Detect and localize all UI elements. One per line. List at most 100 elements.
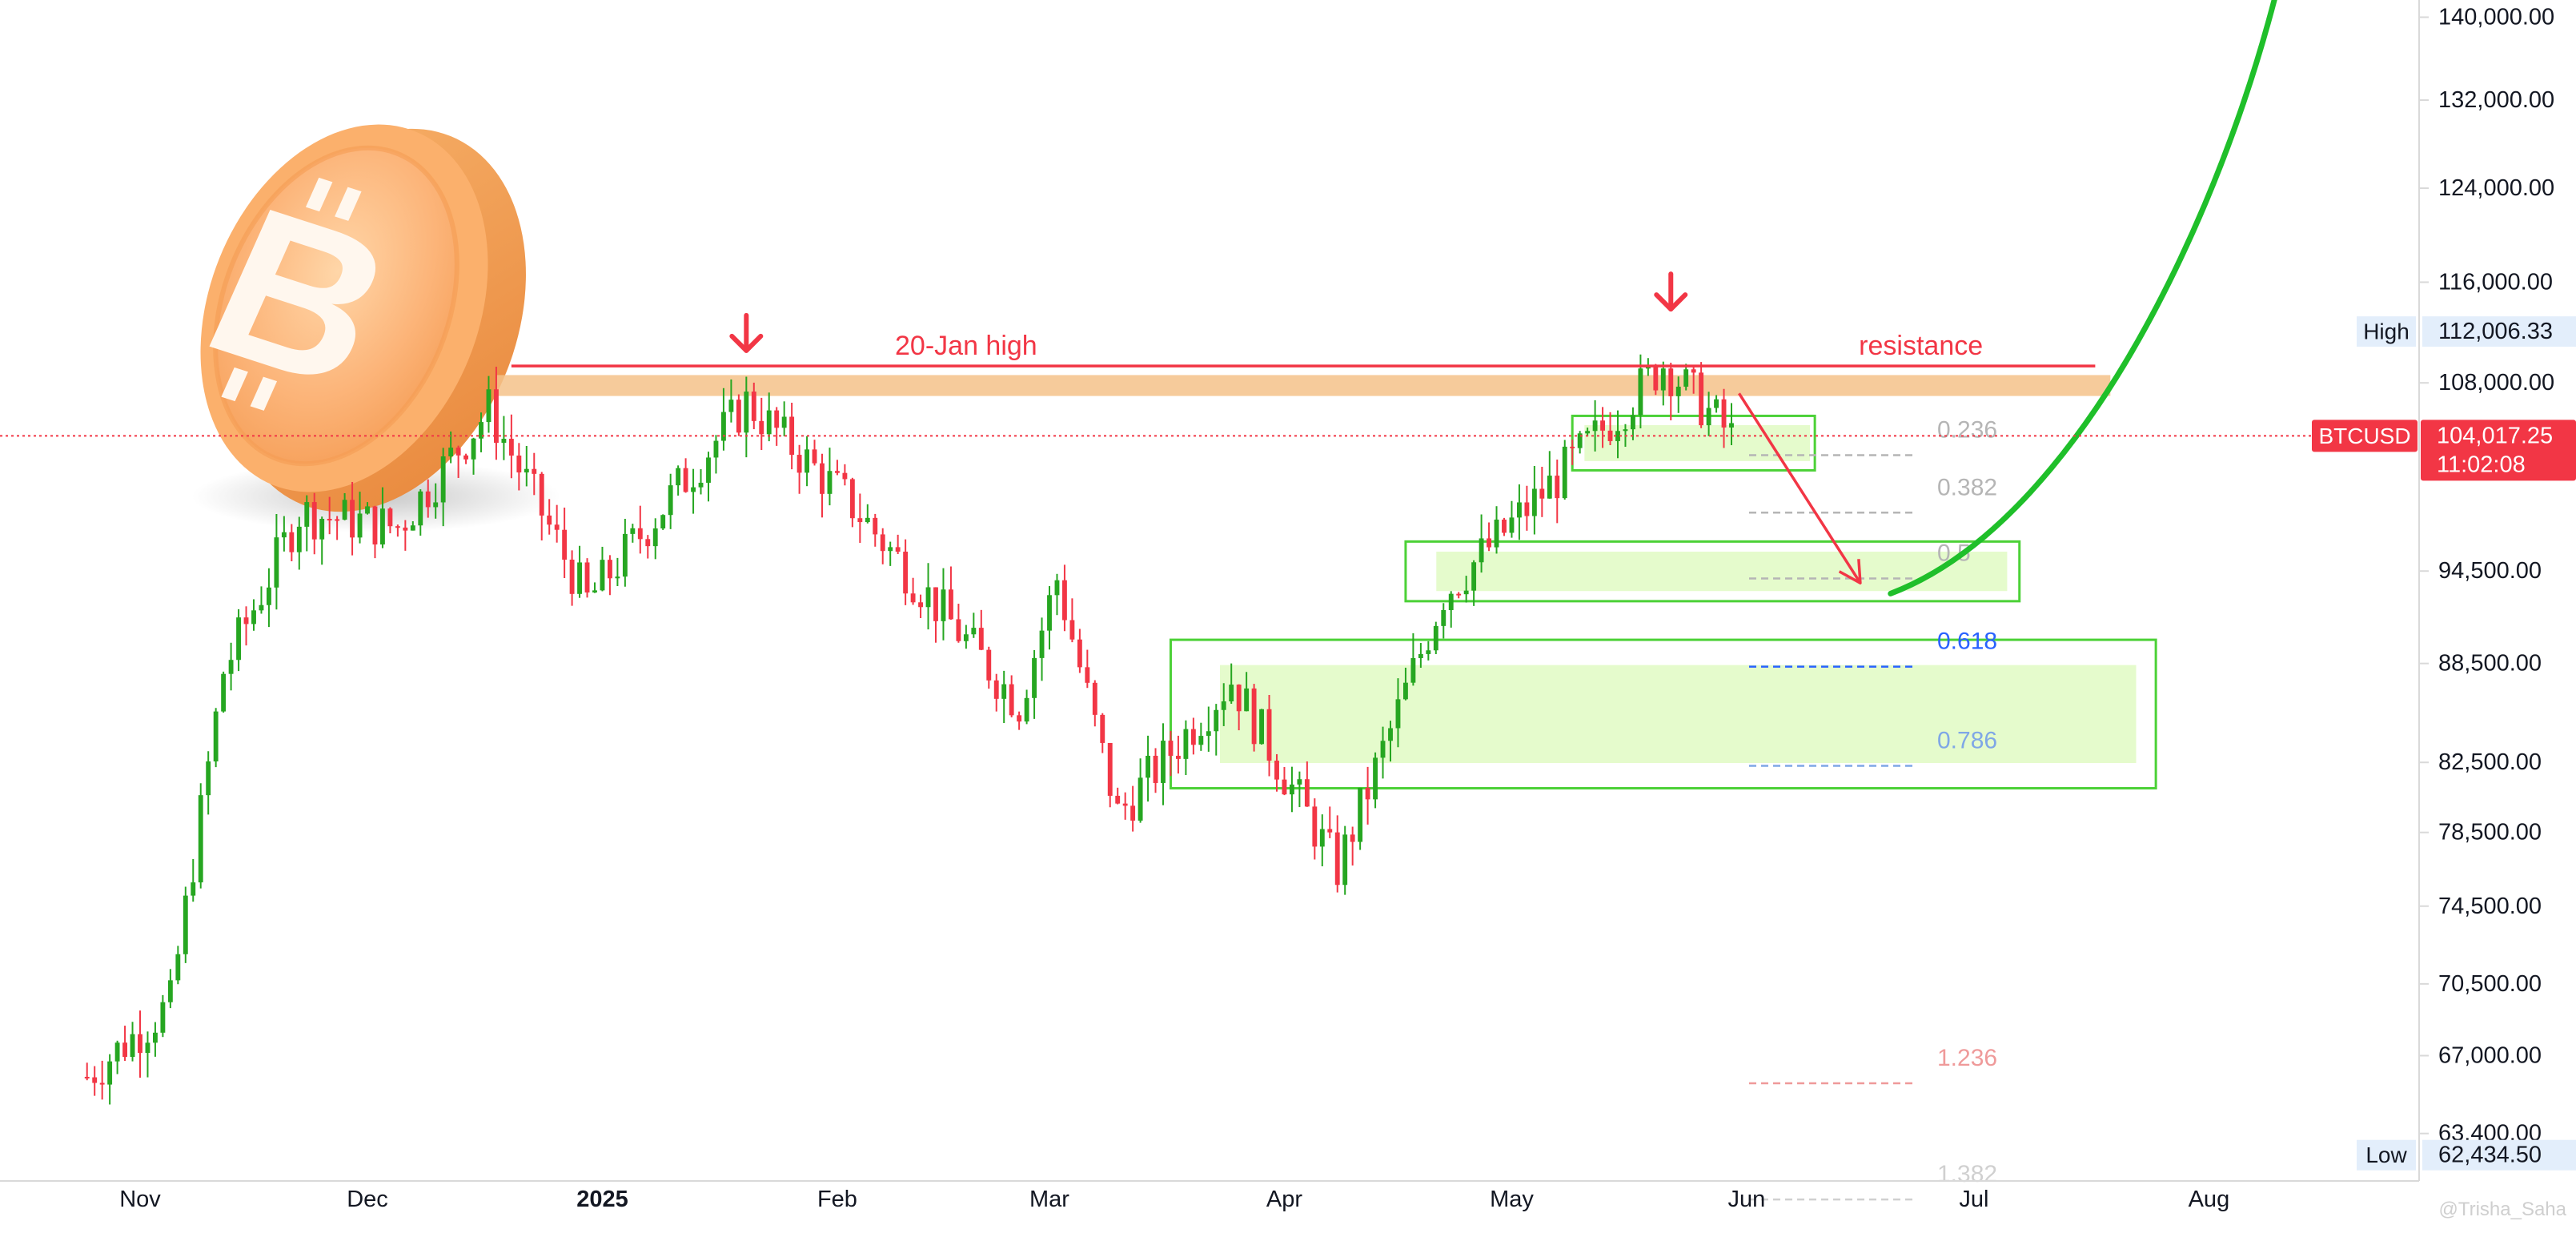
time-tick-label: Jun bbox=[1728, 1187, 1766, 1212]
candle bbox=[842, 472, 848, 480]
bitcoin-coin-icon: B bbox=[177, 124, 560, 532]
candle bbox=[781, 416, 787, 428]
candle bbox=[539, 473, 544, 516]
candle bbox=[1115, 795, 1121, 804]
candle bbox=[615, 576, 620, 579]
low-label: Low bbox=[2365, 1143, 2407, 1167]
candle bbox=[1009, 684, 1014, 716]
candle bbox=[827, 471, 833, 494]
candle bbox=[1334, 832, 1340, 886]
candle bbox=[1274, 761, 1279, 780]
candle bbox=[888, 547, 893, 552]
candle bbox=[1388, 728, 1393, 741]
candle bbox=[1358, 787, 1363, 842]
candle bbox=[857, 518, 863, 523]
price-tick-label: 88,500.00 bbox=[2438, 651, 2542, 677]
candle bbox=[114, 1042, 120, 1062]
candle bbox=[941, 589, 946, 621]
candle bbox=[387, 508, 393, 527]
candle bbox=[1297, 779, 1302, 785]
candle bbox=[804, 449, 810, 473]
candle bbox=[1675, 386, 1681, 396]
candle bbox=[1032, 657, 1037, 698]
support-zone-fill bbox=[1436, 552, 2008, 592]
candle bbox=[471, 438, 476, 460]
candle bbox=[236, 617, 242, 661]
candle bbox=[577, 562, 583, 594]
candle bbox=[547, 515, 552, 525]
fib-level-label: 0.618 bbox=[1937, 629, 1997, 655]
candle bbox=[1426, 650, 1431, 654]
candle bbox=[1183, 729, 1189, 759]
candle bbox=[1395, 699, 1401, 729]
candle bbox=[479, 422, 484, 439]
candle bbox=[1691, 369, 1696, 373]
candle bbox=[1516, 502, 1522, 518]
candle bbox=[1509, 517, 1515, 533]
low-label-box bbox=[2357, 1139, 2416, 1171]
candle bbox=[1350, 834, 1355, 842]
candle bbox=[1448, 593, 1454, 610]
resistance-label: resistance bbox=[1859, 331, 1983, 361]
low-value-box bbox=[2422, 1139, 2576, 1171]
price-tick-label: 94,500.00 bbox=[2438, 558, 2542, 584]
low-value: 62,434.50 bbox=[2438, 1143, 2542, 1168]
candle bbox=[410, 525, 415, 531]
candle bbox=[296, 526, 302, 552]
price-tick-label: 82,500.00 bbox=[2438, 749, 2542, 775]
candle bbox=[652, 528, 658, 547]
candle bbox=[645, 539, 651, 547]
candle bbox=[379, 508, 385, 545]
high-label-box bbox=[2357, 316, 2416, 347]
price-tick-label: 132,000.00 bbox=[2438, 87, 2554, 113]
candle bbox=[834, 471, 840, 473]
candle bbox=[1456, 593, 1462, 596]
time-tick-label: May bbox=[1490, 1187, 1534, 1212]
candle bbox=[728, 400, 734, 412]
candle bbox=[1410, 657, 1416, 683]
candle bbox=[319, 519, 325, 540]
candle bbox=[1319, 829, 1325, 847]
high-value-box bbox=[2422, 316, 2576, 347]
candle bbox=[130, 1034, 135, 1058]
candle bbox=[1706, 408, 1711, 426]
candle bbox=[501, 439, 507, 444]
candle bbox=[191, 882, 196, 896]
candle bbox=[607, 560, 612, 579]
candle bbox=[1471, 562, 1477, 591]
candle bbox=[933, 587, 938, 621]
candle bbox=[1699, 372, 1704, 426]
price-tick-label: 124,000.00 bbox=[2438, 175, 2554, 201]
candle bbox=[910, 593, 916, 603]
candle bbox=[281, 532, 287, 538]
candle bbox=[1402, 682, 1408, 700]
candle bbox=[584, 562, 590, 593]
candle bbox=[99, 1082, 105, 1085]
candle bbox=[1229, 685, 1234, 702]
candle bbox=[963, 634, 969, 641]
candle bbox=[274, 537, 279, 588]
symbol-label: BTCUSD bbox=[2318, 424, 2410, 448]
candle bbox=[1623, 429, 1628, 432]
candle bbox=[1531, 488, 1537, 516]
candle bbox=[592, 590, 597, 593]
candle bbox=[228, 660, 234, 674]
candle bbox=[1487, 538, 1492, 548]
candle bbox=[266, 587, 271, 605]
candle bbox=[1130, 805, 1136, 821]
candle bbox=[1638, 368, 1643, 416]
candle bbox=[751, 392, 756, 421]
candle bbox=[418, 491, 423, 526]
candle bbox=[1570, 446, 1575, 448]
fib-level-label: 1.236 bbox=[1937, 1045, 1997, 1071]
candle bbox=[1365, 787, 1370, 800]
candle bbox=[1069, 620, 1075, 640]
price-tick-label: 116,000.00 bbox=[2438, 269, 2553, 295]
candle bbox=[744, 392, 749, 433]
candles bbox=[84, 354, 1734, 1105]
candle bbox=[895, 547, 901, 552]
candle bbox=[493, 389, 499, 444]
candle bbox=[1502, 519, 1507, 533]
candle bbox=[516, 455, 522, 473]
